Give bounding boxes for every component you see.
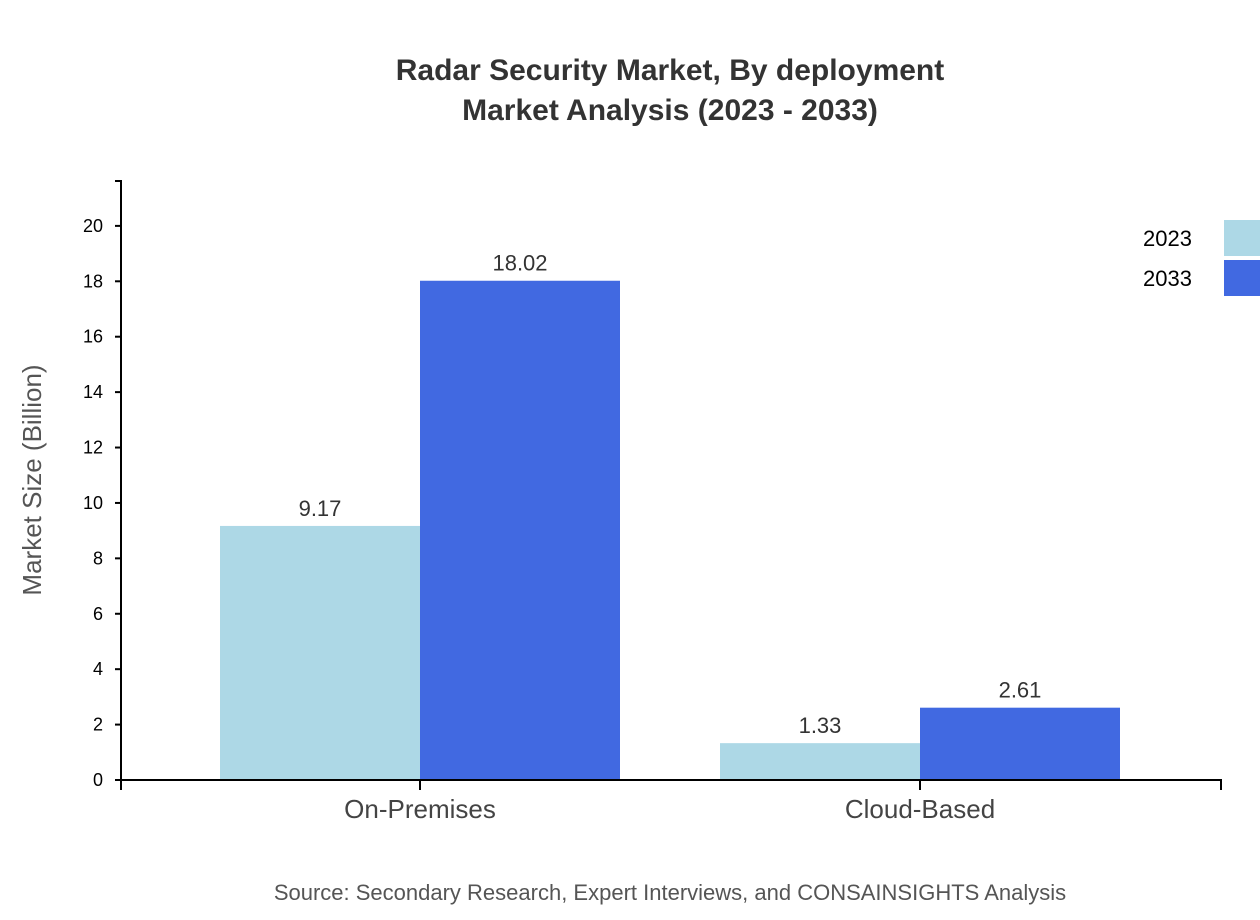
legend-swatch — [1224, 260, 1260, 296]
bar-2023-Cloud-Based — [720, 743, 920, 780]
y-tick-label: 20 — [83, 216, 103, 236]
y-tick-label: 14 — [83, 382, 103, 402]
bar-2023-On-Premises — [220, 525, 420, 780]
legend-label: 2033 — [1143, 266, 1192, 291]
x-tick-label: On-Premises — [344, 794, 496, 824]
y-axis-line — [115, 180, 122, 781]
legend-swatch — [1224, 220, 1260, 256]
legend: 2023 2033 — [1143, 220, 1260, 296]
y-tick-label: 12 — [83, 438, 103, 458]
y-tick-label: 4 — [93, 659, 103, 679]
legend-label: 2023 — [1143, 226, 1192, 251]
bar-2033-Cloud-Based — [920, 707, 1120, 780]
y-tick-label: 8 — [93, 548, 103, 568]
x-axis-line — [120, 779, 1222, 790]
data-label: 2.61 — [999, 678, 1042, 703]
y-axis-label: Market Size (Billion) — [17, 364, 47, 595]
chart-subtitle: Market Analysis (2023 - 2033) — [462, 94, 878, 127]
chart-title: Radar Security Market, By deployment — [396, 54, 945, 87]
data-label: 1.33 — [799, 713, 842, 738]
y-tick-label: 16 — [83, 327, 103, 347]
bar-2033-On-Premises — [420, 280, 620, 780]
data-label: 9.17 — [299, 496, 342, 521]
x-tick-label: Cloud-Based — [845, 794, 995, 824]
x-axis: On-Premises Cloud-Based — [120, 779, 1222, 824]
y-tick-label: 10 — [83, 493, 103, 513]
y-axis: 0 2 4 6 8 10 12 14 16 18 20 — [83, 180, 122, 790]
source-note: Source: Secondary Research, Expert Inter… — [274, 880, 1066, 905]
y-tick-label: 6 — [93, 604, 103, 624]
bars: 9.17 18.02 1.33 2.61 — [220, 251, 1120, 780]
data-label: 18.02 — [492, 251, 547, 276]
y-tick-label: 0 — [93, 770, 103, 790]
y-tick-label: 2 — [93, 715, 103, 735]
y-tick-label: 18 — [83, 271, 103, 291]
